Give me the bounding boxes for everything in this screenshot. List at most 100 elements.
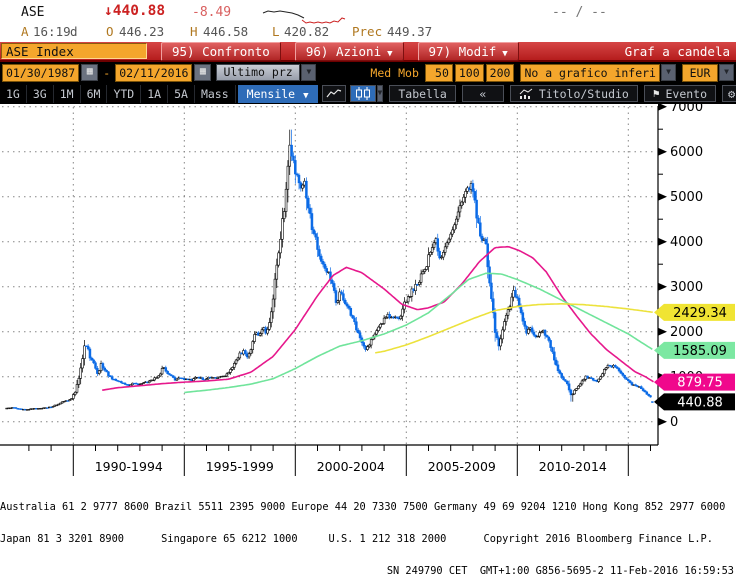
range-button-ytd[interactable]: YTD [107, 84, 142, 103]
y-axis-tick-label: 6000 [670, 145, 703, 160]
open-label: O [106, 24, 114, 39]
open-value: 446.23 [119, 24, 165, 39]
menu-buttons-container: 95) Confronto 96) Azioni ▼ 97) Modif ▼ [147, 41, 519, 61]
footer: Australia 61 2 9777 8600 Brazil 5511 239… [0, 481, 736, 587]
x-axis-period-label: 2010-2014 [539, 459, 607, 474]
collapse-panel-button[interactable]: « [461, 85, 504, 102]
chart-type-label: Graf a candela [624, 43, 730, 59]
calendar-icon[interactable]: ▦ [81, 64, 99, 81]
chevron-down-icon: ▼ [387, 48, 393, 59]
y-axis-tick-label: 4000 [670, 235, 703, 250]
low-label: L [272, 24, 280, 39]
right-tools-container: « Titolo/Studio ⚑ Evento ⚙ [456, 85, 736, 102]
chevron-down-icon[interactable]: ▼ [301, 64, 317, 81]
settings-toolbar: 01/30/1987 ▦ - 02/11/2016 ▦ Ultimo prz ▼… [0, 62, 736, 83]
line-chart-icon [326, 89, 341, 98]
candle-chart-icon-button[interactable] [349, 85, 376, 102]
table-button[interactable]: Tabella [389, 85, 456, 102]
prev-value: 449.37 [387, 24, 433, 39]
moving-average-label: Med Mob [370, 65, 419, 80]
y-tick-arrow-icon [658, 104, 667, 111]
ma-periods-container: 50 100 200 [424, 63, 517, 82]
price-change: -8.49 [192, 5, 232, 20]
footer-contact-line-1: Australia 61 2 9777 8600 Brazil 5511 239… [0, 501, 726, 514]
event-button[interactable]: ⚑ Evento [643, 85, 717, 102]
price-tag-2429.34: 2429.34 [654, 303, 735, 321]
moving-average-line-medmob-100 [184, 272, 653, 394]
y-axis-tick-label: 3000 [670, 280, 703, 295]
period-dropdown[interactable]: Mensile ▼ [237, 84, 318, 103]
lower-chart-dropdown[interactable]: No a grafico inferi [520, 63, 660, 82]
menu-button--modif[interactable]: 97) Modif ▼ [417, 41, 519, 61]
menu-button--confronto[interactable]: 95) Confronto [161, 41, 281, 61]
y-axis-tick-label: 7000 [670, 104, 703, 115]
high-label: H [190, 24, 198, 39]
quote-header: ASE ↓440.88 -8.49 -- / -- A 16:19 d O 44… [0, 0, 736, 42]
range-button-6m[interactable]: 6M [81, 84, 108, 103]
footer-contact-line-2: Japan 81 3 3201 8900 Singapore 65 6212 1… [0, 532, 713, 545]
range-button-mass[interactable]: Mass [195, 84, 236, 103]
price-chart[interactable]: 010002000300040005000600070001990-199419… [0, 104, 736, 482]
intraday-sparkline [262, 10, 346, 24]
range-button-3g[interactable]: 3G [27, 84, 54, 103]
y-axis-tick-label: 2000 [670, 325, 703, 340]
footer-terminal-info: SN 249790 CET GMT+1:00 G856-5695-2 11-Fe… [386, 564, 734, 577]
date-range-separator: - [103, 65, 111, 80]
y-tick-arrow-icon [658, 282, 667, 291]
session-letter: A [21, 24, 29, 39]
y-tick-arrow-icon [658, 237, 667, 246]
menu-button--azioni[interactable]: 96) Azioni ▼ [294, 41, 404, 61]
date-from-field[interactable]: 01/30/1987 [2, 63, 80, 82]
quote-time: 16:19 [33, 24, 71, 39]
session-flag: d [70, 24, 78, 39]
range-button-1m[interactable]: 1M [54, 84, 81, 103]
y-tick-arrow-icon [658, 147, 667, 156]
low-value: 420.82 [284, 24, 330, 39]
last-price: ↓440.88 [104, 3, 166, 19]
x-axis-period-label: 2000-2004 [317, 459, 385, 474]
candlestick-icon [355, 87, 370, 100]
currency-dropdown[interactable]: EUR [682, 63, 718, 82]
calendar-icon[interactable]: ▦ [194, 64, 212, 81]
svg-text:879.75: 879.75 [677, 376, 723, 391]
quote-row-ohlc: A 16:19 d O 446.23 H 446.58 L 420.82 Pre… [0, 24, 736, 40]
settings-gear-button[interactable]: ⚙ [722, 85, 736, 102]
chevron-down-icon[interactable]: ▼ [376, 85, 384, 102]
quote-row-primary: ASE ↓440.88 -8.49 -- / -- [0, 3, 736, 24]
menu-bar: ASE Index 95) Confronto 96) Azioni ▼ 97) Mo… [0, 41, 736, 62]
range-button-5a[interactable]: 5A [168, 84, 195, 103]
price-type-dropdown[interactable]: Ultimo prz [216, 64, 301, 81]
study-chart-icon [519, 88, 533, 99]
x-axis-period-label: 1995-1999 [206, 459, 274, 474]
security-title-field[interactable]: ASE Index [1, 43, 147, 59]
y-tick-arrow-icon [658, 327, 667, 336]
high-value: 446.58 [203, 24, 249, 39]
moving-average-line-medmob-200 [375, 302, 653, 354]
chevron-down-icon: ▼ [303, 90, 309, 101]
bid-ask-placeholder: -- / -- [552, 5, 607, 20]
title-study-button[interactable]: Titolo/Studio [509, 85, 638, 102]
chevron-down-icon[interactable]: ▼ [661, 64, 676, 81]
ma-period-field-100[interactable]: 100 [454, 63, 484, 82]
y-tick-arrow-icon [658, 417, 667, 426]
candles-group [5, 129, 654, 411]
x-axis-period-label: 2005-2009 [428, 459, 496, 474]
svg-text:2429.34: 2429.34 [673, 306, 727, 321]
range-button-1g[interactable]: 1G [0, 84, 27, 103]
down-arrow-icon: ↓ [104, 3, 113, 19]
range-button-1a[interactable]: 1A [141, 84, 169, 103]
gear-icon: ⚙ [728, 86, 736, 101]
chart-toolbar: 1G 3G 1M 6M YTD 1A 5A Mass Mensile ▼ ▼ Tabella «… [0, 83, 736, 104]
chevron-down-icon[interactable]: ▼ [719, 64, 734, 81]
y-axis-tick-label: 5000 [670, 190, 703, 205]
svg-text:440.88: 440.88 [677, 395, 723, 410]
moving-average-line-medmob-50 [102, 245, 654, 391]
line-chart-icon-button[interactable] [321, 85, 346, 102]
date-to-field[interactable]: 02/11/2016 [115, 63, 193, 82]
y-tick-arrow-icon [658, 192, 667, 201]
ma-period-field-200[interactable]: 200 [485, 63, 515, 82]
range-buttons-container: 1G 3G 1M 6M YTD 1A 5A Mass [0, 84, 236, 103]
svg-text:1585.09: 1585.09 [673, 344, 727, 359]
ma-period-field-50[interactable]: 50 [424, 63, 453, 82]
flag-icon: ⚑ [652, 87, 660, 100]
